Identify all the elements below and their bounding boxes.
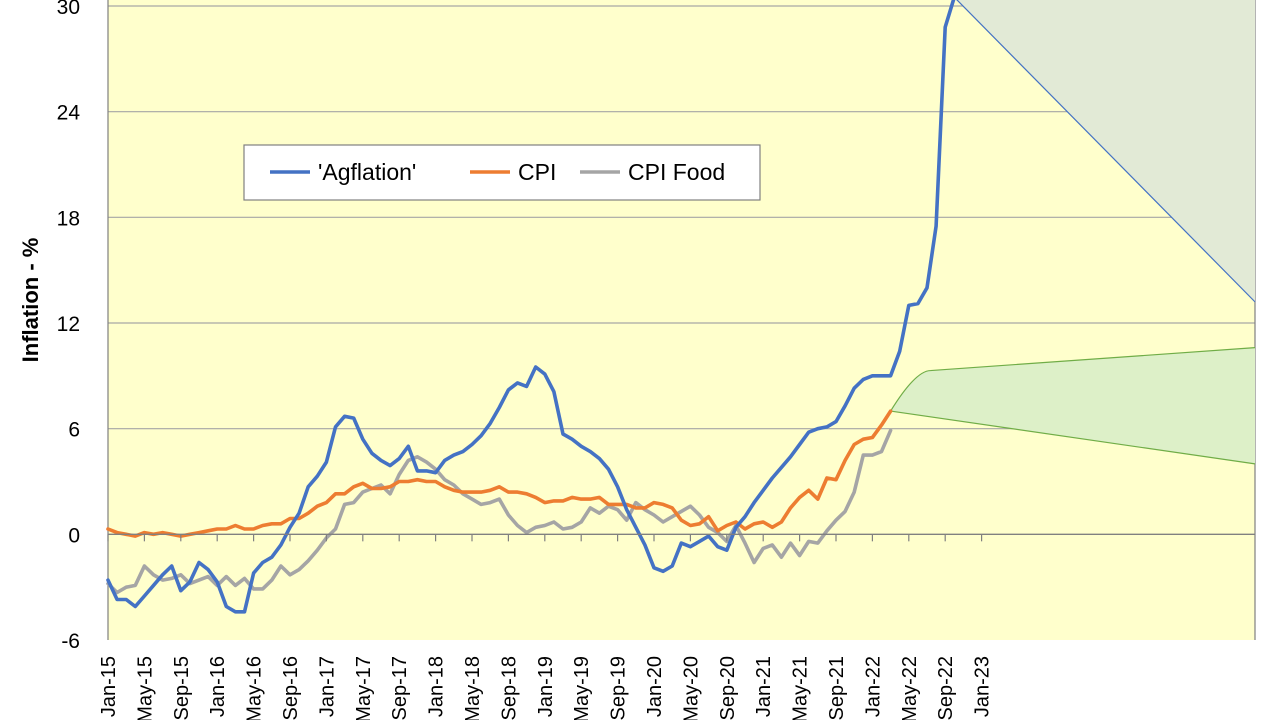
x-tick-label: May-15 — [134, 656, 156, 720]
forecast-fans — [890, 0, 1256, 465]
x-tick-label: Jan-16 — [207, 656, 229, 717]
legend-label-agflation: 'Agflation' — [318, 159, 416, 185]
cpi-forecast-lower — [890, 410, 1256, 465]
y-tick-label: 6 — [68, 419, 80, 442]
x-tick-label: Sep-21 — [826, 656, 848, 720]
x-tick-label: Jan-23 — [972, 656, 994, 717]
x-tick-label: May-21 — [790, 656, 812, 720]
series-lines — [106, 0, 956, 614]
x-tick-label: Sep-17 — [389, 656, 411, 720]
x-tick-label: May-17 — [353, 656, 375, 720]
x-tick-label: Sep-15 — [171, 656, 193, 720]
series-line-cpi — [106, 409, 893, 538]
y-tick-label: -6 — [61, 630, 80, 653]
x-tick-label: Sep-18 — [498, 656, 520, 720]
x-tick-label: Jan-21 — [753, 656, 775, 717]
y-tick-label: 30 — [57, 0, 80, 19]
legend-label-cpi-food: CPI Food — [628, 159, 725, 185]
x-tick-label: May-19 — [571, 656, 593, 720]
y-axis-ticks: -6 0 6 12 18 24 30 — [57, 0, 81, 653]
x-tick-label: Jan-15 — [98, 656, 120, 717]
y-tick-label: 0 — [68, 524, 80, 547]
x-tick-label: May-20 — [680, 656, 702, 720]
y-tick-label: 24 — [57, 102, 81, 125]
x-tick-label: Sep-19 — [608, 656, 630, 720]
x-tick-label: Jan-22 — [862, 656, 884, 717]
x-tick-label: Sep-20 — [717, 656, 739, 720]
x-tick-label: Jan-17 — [316, 656, 338, 717]
x-tick-label: May-16 — [244, 656, 266, 720]
cpi-forecast-fan — [890, 347, 1255, 464]
x-tick-label: Jan-18 — [426, 656, 448, 717]
x-tick-label: May-18 — [462, 656, 484, 720]
x-tick-label: Jan-19 — [535, 656, 557, 717]
y-tick-label: 12 — [57, 313, 80, 336]
legend: 'Agflation' CPI CPI Food — [243, 144, 761, 201]
legend-label-cpi: CPI — [518, 159, 556, 185]
y-axis-label: Inflation - % — [18, 238, 43, 363]
x-tick-label: Sep-22 — [935, 656, 957, 720]
agflation-forecast-lower — [956, 0, 1256, 303]
cpi-forecast-upper — [890, 347, 1256, 412]
x-tick-label: May-22 — [899, 656, 921, 720]
x-tick-label: Sep-16 — [280, 656, 302, 720]
series-line-cpi-food — [106, 428, 893, 595]
x-axis-ticks: Jan-15 May-15 Sep-15 Jan-16 May-16 Sep-16 Jan-… — [98, 534, 994, 720]
gridlines — [107, 0, 1256, 640]
series-line-agflation — [106, 0, 956, 614]
x-tick-label: Jan-20 — [644, 656, 666, 717]
y-tick-label: 18 — [57, 207, 80, 230]
